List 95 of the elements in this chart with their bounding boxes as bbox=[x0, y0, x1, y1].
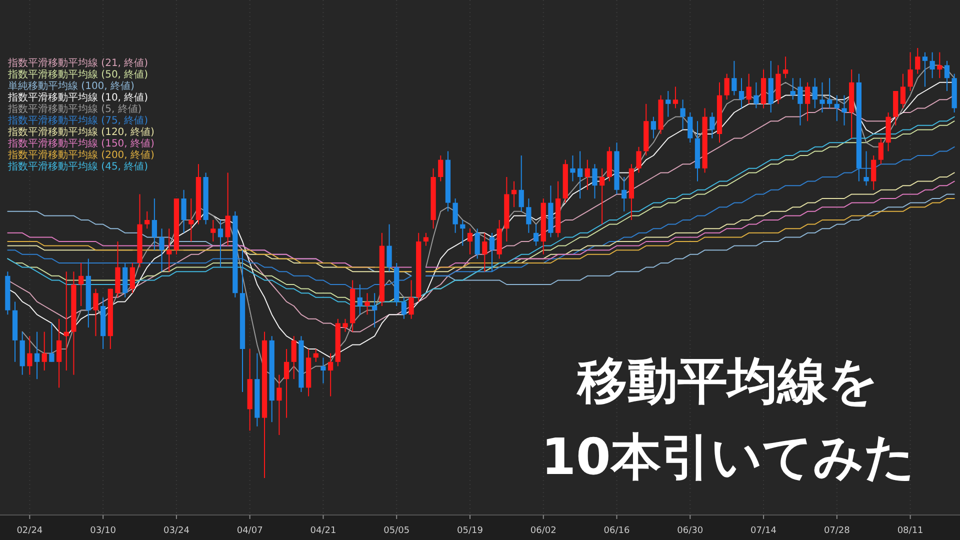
candlestick bbox=[152, 198, 158, 251]
candlestick bbox=[820, 82, 825, 113]
candlestick bbox=[937, 52, 942, 79]
candlestick bbox=[533, 224, 539, 246]
candlestick bbox=[930, 52, 935, 79]
candlestick bbox=[782, 56, 788, 79]
x-tick-label: 04/07 bbox=[236, 526, 263, 536]
x-tick-label: 03/10 bbox=[90, 526, 116, 536]
x-tick-label: 06/30 bbox=[677, 526, 704, 536]
candlestick bbox=[78, 262, 84, 306]
candlestick bbox=[64, 271, 69, 371]
x-tick-label: 04/21 bbox=[310, 526, 336, 536]
legend: 指数平滑移動平均線 (21, 終値) 指数平滑移動平均線 (50, 終値) 単純移動平均線 (100, 終値) 指数平滑移動平均線 (10, 終値) 指数平滑移動平均線 (5, 終値) 指数平滑移動平均線 (75, 終値) 指数平滑移動平均線 (120, 終値) 指数平滑移動平均線 (150, 終値) 指数平滑移動平均線 (200, 終値) 指数平滑移動平均線 (45, 終値) bbox=[8, 58, 154, 172]
candlestick bbox=[650, 116, 656, 139]
x-tick-label: 08/11 bbox=[897, 526, 924, 536]
candlestick bbox=[42, 331, 47, 371]
candlestick bbox=[357, 284, 362, 316]
candlestick bbox=[474, 228, 480, 260]
x-tick-label: 07/28 bbox=[824, 526, 850, 536]
candlestick bbox=[526, 198, 532, 234]
candlestick bbox=[460, 220, 466, 246]
candlestick bbox=[871, 155, 876, 190]
candlestick bbox=[452, 198, 458, 234]
candlestick bbox=[578, 150, 583, 199]
candlestick bbox=[188, 198, 194, 242]
candlestick bbox=[49, 322, 54, 362]
x-tick-label: 05/05 bbox=[384, 526, 410, 536]
candlestick bbox=[372, 292, 378, 328]
candlestick bbox=[592, 164, 598, 199]
candlestick bbox=[364, 292, 370, 316]
candlestick bbox=[386, 224, 392, 272]
candlestick bbox=[482, 232, 488, 272]
candlestick bbox=[584, 159, 590, 190]
candlestick bbox=[827, 78, 832, 109]
candlestick bbox=[401, 296, 407, 320]
candlestick bbox=[798, 78, 803, 126]
candlestick bbox=[467, 228, 473, 255]
candlestick bbox=[225, 172, 230, 246]
text: 移動平均線を 10本引いてみた bbox=[541, 352, 915, 486]
candlestick bbox=[34, 331, 40, 380]
candlestick bbox=[518, 155, 524, 212]
candlestick bbox=[738, 78, 744, 109]
candlestick bbox=[944, 60, 950, 92]
candlestick bbox=[130, 262, 135, 294]
candlestick bbox=[511, 180, 517, 208]
candlestick bbox=[636, 146, 642, 174]
candlestick bbox=[680, 99, 686, 130]
candlestick bbox=[688, 112, 693, 144]
x-tick-label: 06/16 bbox=[604, 526, 630, 536]
candlestick bbox=[710, 112, 715, 139]
candlestick bbox=[159, 228, 164, 272]
candlestick bbox=[842, 94, 847, 126]
candlestick bbox=[144, 210, 150, 230]
candlestick bbox=[672, 86, 678, 109]
candlestick bbox=[328, 352, 334, 397]
candlestick bbox=[284, 348, 290, 418]
candlestick bbox=[622, 176, 627, 212]
candlestick bbox=[908, 52, 913, 92]
candlestick bbox=[834, 94, 840, 122]
candlestick bbox=[313, 348, 318, 362]
candlestick bbox=[666, 90, 671, 118]
candlestick bbox=[423, 232, 429, 246]
x-tick-label: 02/24 bbox=[16, 526, 43, 536]
candlestick bbox=[210, 220, 216, 242]
candlestick bbox=[732, 60, 737, 96]
candlestick bbox=[915, 48, 920, 74]
x-tick-label: 07/14 bbox=[750, 526, 777, 536]
x-tick-label: 06/02 bbox=[530, 526, 556, 536]
candlestick bbox=[93, 288, 98, 337]
candlestick bbox=[438, 155, 444, 182]
candlestick bbox=[746, 73, 752, 104]
candlestick bbox=[922, 52, 928, 88]
candlestick bbox=[27, 336, 32, 376]
x-tick-label: 03/24 bbox=[163, 526, 190, 536]
candlestick bbox=[804, 82, 810, 122]
candlestick bbox=[56, 318, 62, 388]
candlestick bbox=[570, 155, 576, 182]
candlestick bbox=[291, 336, 296, 380]
candlestick bbox=[342, 318, 348, 332]
candlestick bbox=[166, 228, 172, 272]
candlestick bbox=[812, 78, 818, 109]
candlestick bbox=[754, 82, 759, 109]
candlestick bbox=[489, 232, 495, 272]
candlestick bbox=[900, 73, 906, 109]
candlestick bbox=[408, 280, 414, 320]
candlestick bbox=[790, 78, 796, 100]
candlestick bbox=[864, 150, 869, 186]
candlestick bbox=[724, 73, 730, 100]
candlestick bbox=[276, 374, 282, 436]
candlestick bbox=[181, 189, 186, 234]
x-tick-label: 05/19 bbox=[457, 526, 484, 536]
candlestick bbox=[878, 138, 884, 165]
candlestick bbox=[600, 168, 605, 225]
candlestick bbox=[320, 357, 326, 384]
candlestick bbox=[218, 220, 224, 268]
